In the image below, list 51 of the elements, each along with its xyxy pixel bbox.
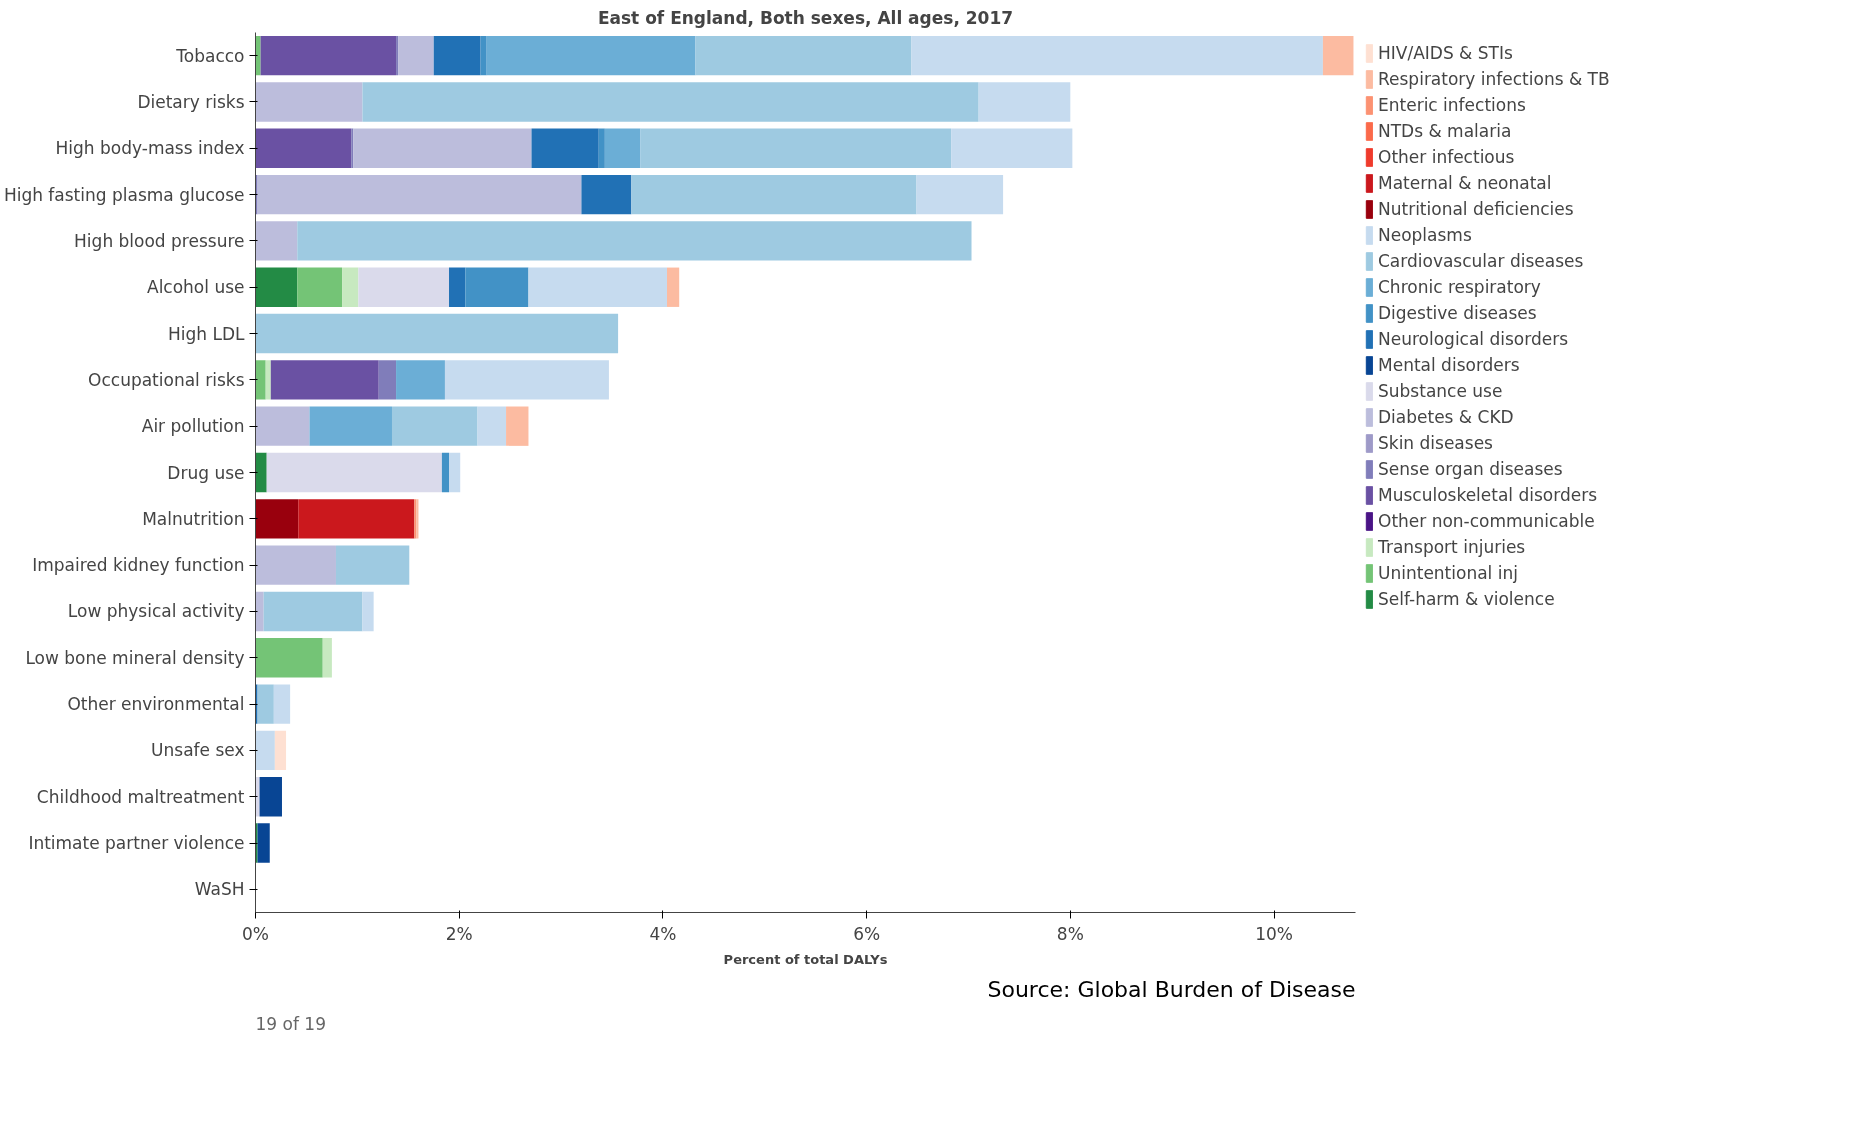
y-tick-label: Impaired kidney function <box>32 555 245 576</box>
y-tick-label: Occupational risks <box>88 369 245 390</box>
legend-label: Neurological disorders <box>1378 329 1569 349</box>
legend-label: Transport injuries <box>1378 537 1526 557</box>
y-tick-label: High blood pressure <box>74 230 245 251</box>
y-tick-label: High body-mass index <box>55 138 245 159</box>
y-tick-label: Low physical activity <box>67 601 245 622</box>
y-tick-label: Tobacco <box>175 45 245 66</box>
legend-label: Enteric infections <box>1378 95 1526 115</box>
source-note: Source: Global Burden of Disease <box>987 976 1356 1002</box>
chart-title: East of England, Both sexes, All ages, 2017 <box>597 7 1014 28</box>
legend-label: Nutritional deficiencies <box>1378 199 1574 219</box>
y-tick-label: Malnutrition <box>142 508 245 529</box>
x-tick-label: 4% <box>649 923 677 944</box>
legend-label: Substance use <box>1378 381 1503 401</box>
legend-label: Respiratory infections & TB <box>1378 69 1610 89</box>
legend-label: Cardiovascular diseases <box>1378 251 1584 271</box>
y-tick-label: Other environmental <box>67 694 245 715</box>
y-tick-label: Low bone mineral density <box>25 647 245 668</box>
legend-label: Skin diseases <box>1378 433 1493 453</box>
y-tick-label: Dietary risks <box>137 91 245 112</box>
y-tick-label: High fasting plasma glucose <box>3 184 245 205</box>
legend-label: Sense organ diseases <box>1378 459 1563 479</box>
x-tick-label: 6% <box>853 923 881 944</box>
legend-label: Neoplasms <box>1378 225 1472 245</box>
y-tick-label: Childhood maltreatment <box>36 786 245 807</box>
x-tick-label: 2% <box>445 923 473 944</box>
y-tick-label: High LDL <box>167 323 246 344</box>
x-tick-label: 0% <box>242 923 269 944</box>
y-tick-label: Air pollution <box>141 416 245 437</box>
y-tick-label: Intimate partner violence <box>28 833 245 854</box>
legend-label: Diabetes & CKD <box>1378 407 1514 427</box>
legend-label: HIV/AIDS & STIs <box>1378 43 1513 63</box>
y-tick-label: Alcohol use <box>147 277 245 298</box>
legend-label: Chronic respiratory <box>1378 277 1541 297</box>
legend-label: NTDs & malaria <box>1378 121 1512 141</box>
text: 19 of 19 <box>255 1013 326 1034</box>
legend-label: Mental disorders <box>1378 355 1520 375</box>
legend-label: Other infectious <box>1378 147 1515 167</box>
legend-label: Maternal & neonatal <box>1378 173 1552 193</box>
legend-label: Digestive diseases <box>1378 303 1537 323</box>
x-axis-title: Percent of total DALYs <box>723 951 888 967</box>
legend-label: Other non-communicable <box>1378 511 1595 531</box>
y-tick-label: WaSH <box>194 879 245 900</box>
x-tick-label: 10% <box>1255 923 1293 944</box>
legend-label: Unintentional inj <box>1378 563 1518 583</box>
legend-label: Musculoskeletal disorders <box>1378 485 1598 505</box>
y-tick-label: Drug use <box>167 462 245 483</box>
legend-label: Self-harm & violence <box>1378 589 1555 609</box>
x-tick-label: 8% <box>1056 923 1084 944</box>
y-tick-label: Unsafe sex <box>151 740 245 761</box>
